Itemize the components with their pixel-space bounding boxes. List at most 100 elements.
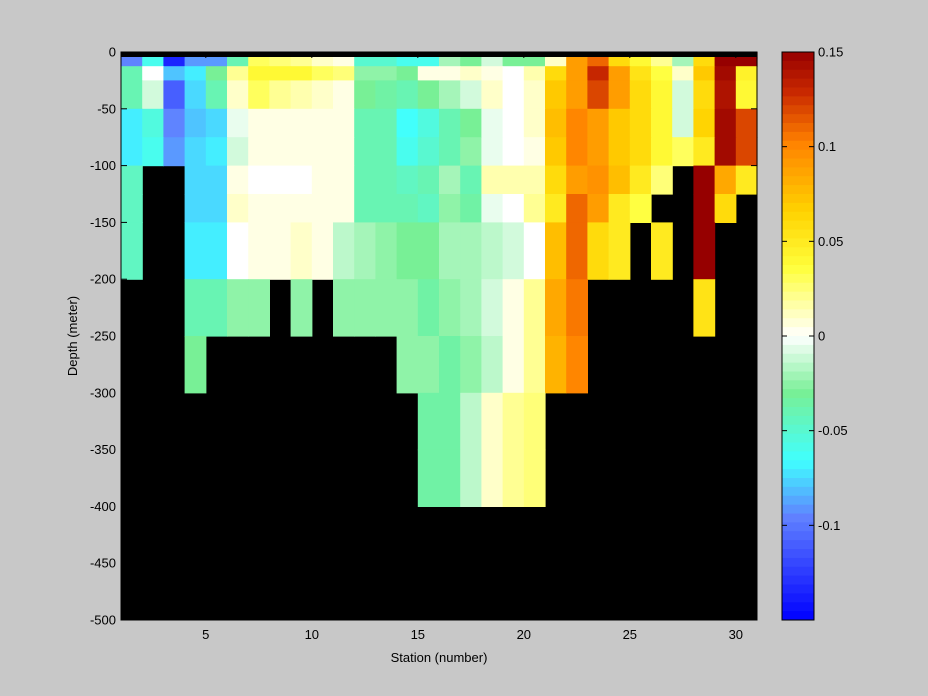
heatmap-cell: [439, 194, 461, 223]
heatmap-cell: [566, 80, 588, 110]
heatmap-cell: [523, 108, 546, 138]
heatmap-cell: [142, 66, 164, 81]
heatmap-cell: [227, 194, 249, 223]
x-tick-label: 10: [305, 627, 319, 642]
heatmap-cell: [121, 222, 143, 280]
heatmap-cell: [121, 165, 143, 195]
heatmap-cell: [269, 80, 292, 110]
heatmap-cell: [227, 222, 249, 280]
heatmap-cell: [460, 108, 482, 138]
heatmap-cell: [121, 80, 143, 110]
heatmap-cell: [311, 165, 334, 195]
colorbar-band: [782, 52, 814, 62]
heatmap-cell: [608, 80, 631, 110]
heatmap-cell: [396, 336, 419, 394]
colorbar-band: [782, 211, 814, 222]
heatmap-cell: [248, 80, 270, 110]
heatmap-cell: [608, 165, 631, 195]
heatmap-cell: [163, 80, 186, 110]
heatmap-cell: [396, 165, 419, 195]
heatmap-cell: [460, 80, 482, 110]
heatmap-cell: [714, 57, 737, 67]
heatmap-cell: [184, 108, 207, 138]
heatmap-cell: [608, 222, 631, 280]
heatmap-cell: [608, 194, 631, 223]
colorbar-band: [782, 398, 814, 408]
heatmap-cell: [460, 392, 482, 451]
heatmap-cell: [227, 80, 249, 110]
x-axis-label: Station (number): [391, 650, 488, 665]
colorbar-band: [782, 105, 814, 115]
heatmap-cell: [481, 165, 504, 195]
heatmap-cell: [354, 194, 376, 223]
y-tick-label: -100: [90, 158, 116, 173]
colorbar-band: [782, 96, 814, 106]
heatmap-cell: [417, 392, 440, 451]
colorbar-band: [782, 256, 814, 266]
heatmap-cell: [523, 222, 546, 280]
heatmap-cell: [142, 108, 164, 138]
heatmap-cell: [248, 108, 270, 138]
y-axis-label: Depth (meter): [65, 296, 80, 376]
heatmap-cell: [481, 137, 504, 167]
heatmap-cell: [651, 137, 673, 167]
heatmap-cell: [333, 194, 355, 223]
colorbar-band: [782, 176, 814, 186]
heatmap-cell: [290, 108, 313, 138]
heatmap-cell: [417, 222, 440, 280]
heatmap-cell: [460, 222, 482, 280]
heatmap-cell: [417, 80, 440, 110]
heatmap-cell: [629, 66, 652, 81]
heatmap-cell: [693, 57, 716, 67]
heatmap-cell: [375, 57, 398, 67]
heatmap-cell: [354, 137, 376, 167]
colorbar-tick-label: 0.05: [818, 234, 843, 249]
heatmap-cell: [184, 66, 207, 81]
heatmap-cell: [566, 66, 588, 81]
heatmap-cell: [735, 66, 758, 81]
colorbar-band: [782, 247, 814, 257]
heatmap-cell: [248, 279, 270, 337]
colorbar-band: [782, 513, 814, 523]
heatmap-cell: [502, 336, 525, 394]
heatmap-cell: [184, 279, 207, 337]
heatmap-cell: [608, 57, 631, 67]
heatmap-cell: [333, 57, 355, 67]
heatmap-cell: [566, 108, 588, 138]
heatmap-cell: [333, 222, 355, 280]
heatmap-cell: [396, 279, 419, 337]
heatmap-cell: [502, 137, 525, 167]
heatmap-cell: [269, 222, 292, 280]
heatmap-cell: [672, 57, 694, 67]
heatmap-cell: [481, 279, 504, 337]
heatmap-cell: [333, 279, 355, 337]
heatmap-cell: [714, 80, 737, 110]
colorbar-band: [782, 602, 814, 612]
heatmap-cell: [629, 194, 652, 223]
heatmap-cell: [629, 165, 652, 195]
heatmap-cell: [375, 222, 398, 280]
heatmap-cell: [354, 279, 376, 337]
heatmap-cell: [227, 108, 249, 138]
heatmap-cell: [354, 57, 376, 67]
colorbar-band: [782, 495, 814, 506]
heatmap-cell: [184, 165, 207, 195]
heatmap-cell: [587, 137, 610, 167]
heatmap-cell: [142, 80, 164, 110]
heatmap-cell: [608, 137, 631, 167]
colorbar-band: [782, 575, 814, 586]
heatmap-cell: [502, 194, 525, 223]
heatmap-cell: [248, 66, 270, 81]
heatmap-cell: [248, 57, 270, 67]
x-tick-label: 5: [202, 627, 209, 642]
colorbar-band: [782, 202, 814, 213]
colorbar-band: [782, 557, 814, 568]
heatmap-cell: [227, 66, 249, 81]
heatmap-cell: [587, 165, 610, 195]
heatmap-cell: [672, 108, 694, 138]
colorbar-band: [782, 611, 814, 621]
heatmap-cell: [417, 137, 440, 167]
heatmap-cell: [396, 222, 419, 280]
heatmap-cell: [290, 57, 313, 67]
heatmap-cell: [608, 108, 631, 138]
